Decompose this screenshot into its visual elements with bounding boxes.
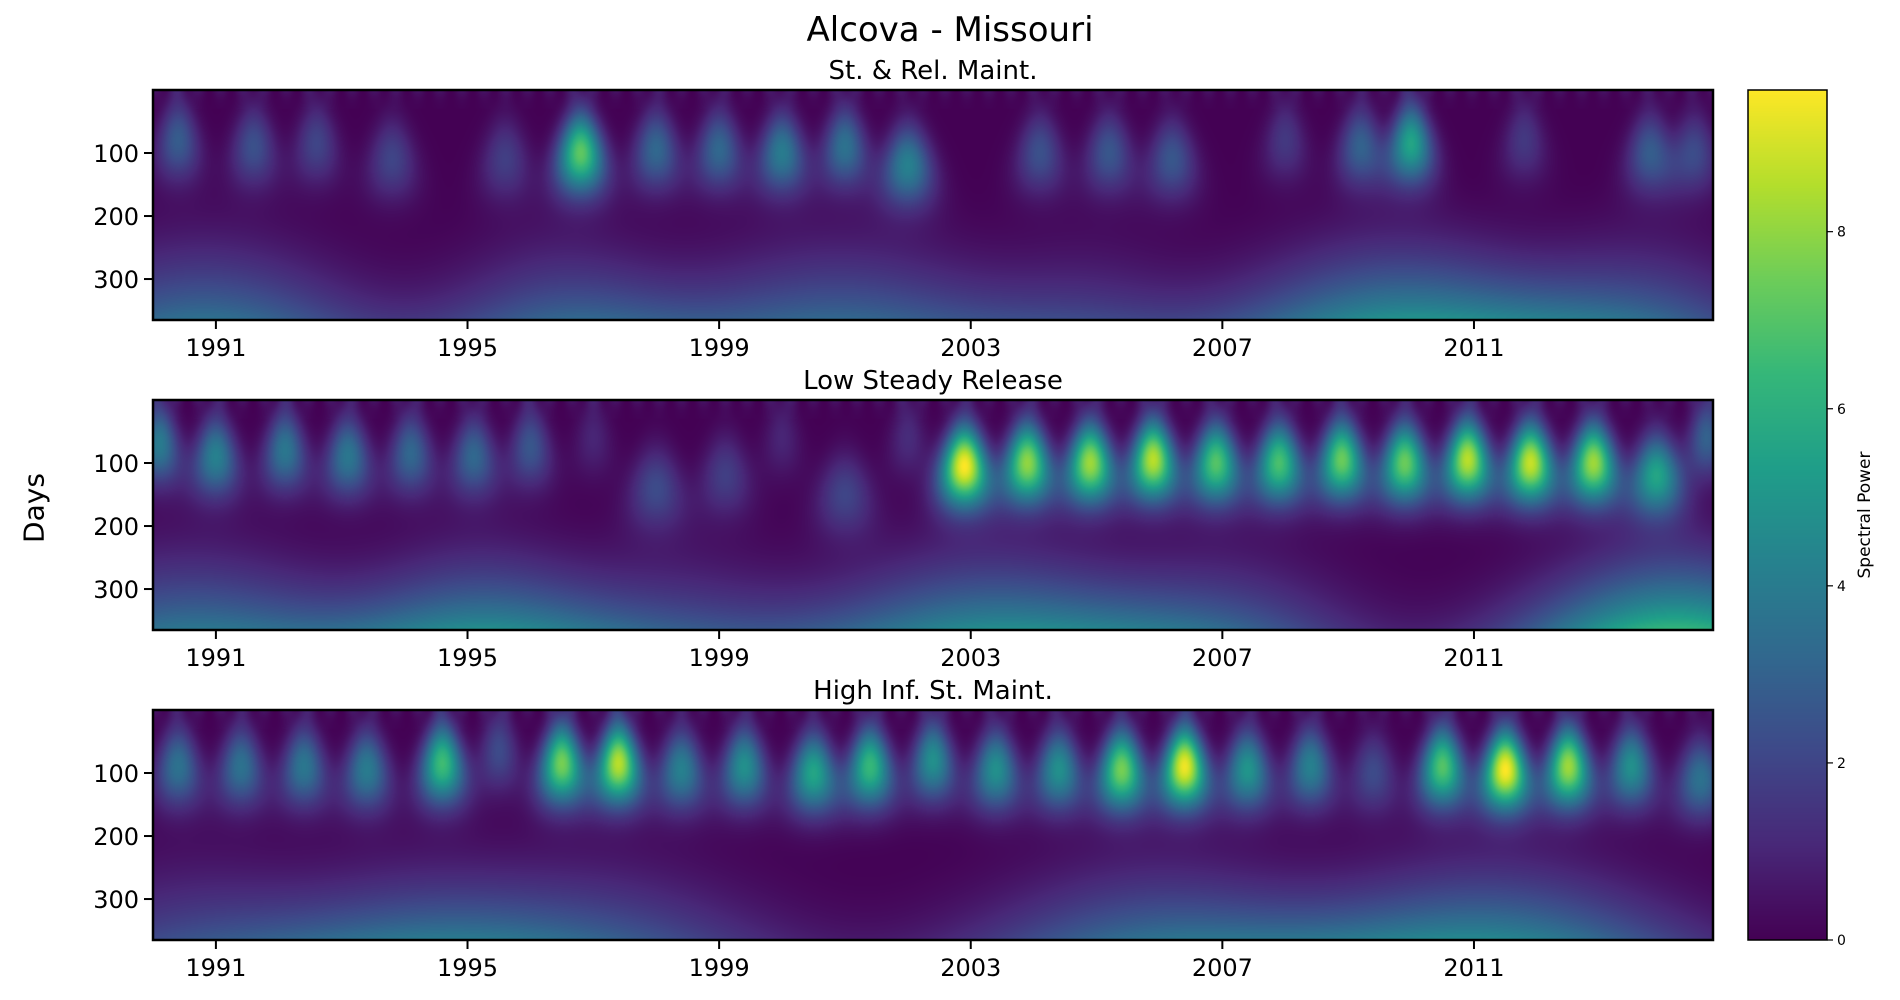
panel-2-x-tick-label-1999: 1999 — [689, 644, 750, 672]
panel-1-x-tick-label-1991: 1991 — [185, 334, 246, 362]
colorbar-tick-label-6: 6 — [1837, 402, 1846, 418]
panel-2-y-tick-label-200: 200 — [93, 513, 139, 541]
chart-title: Alcova - Missouri — [806, 10, 1094, 50]
panel-3-heatmap — [153, 710, 1713, 940]
panel-3-x-tick-label-1999: 1999 — [689, 954, 750, 982]
panel-3-x-tick-label-1995: 1995 — [437, 954, 498, 982]
panel-2-x-tick-label-2011: 2011 — [1443, 644, 1504, 672]
panel-2-x-tick-label-2007: 2007 — [1192, 644, 1253, 672]
panel-3-x-tick-label-2011: 2011 — [1443, 954, 1504, 982]
panel-1-y-tick-label-200: 200 — [93, 203, 139, 231]
panel-2-y-tick-label-300: 300 — [93, 576, 139, 604]
colorbar-tick-label-4: 4 — [1837, 579, 1846, 595]
panel-3-title: High Inf. St. Maint. — [813, 676, 1053, 706]
panel-1-x-tick-label-1995: 1995 — [437, 334, 498, 362]
colorbar-label: Spectral Power — [1855, 452, 1875, 579]
panel-3-y-tick-label-200: 200 — [93, 823, 139, 851]
panel-2-title: Low Steady Release — [803, 366, 1063, 396]
panel-1-y-tick-label-100: 100 — [93, 140, 139, 168]
panel-1-x-tick-label-1999: 1999 — [689, 334, 750, 362]
panel-1-y-tick-label-300: 300 — [93, 266, 139, 294]
panel-2-heatmap — [153, 400, 1713, 630]
y-axis-label: Days — [17, 473, 51, 543]
panel-1-x-tick-label-2011: 2011 — [1443, 334, 1504, 362]
panel-1 — [153, 90, 1713, 320]
panel-3-x-tick-label-2003: 2003 — [940, 954, 1001, 982]
panel-2 — [153, 400, 1713, 630]
panel-1-x-tick-label-2003: 2003 — [940, 334, 1001, 362]
colorbar — [1748, 90, 1827, 940]
panel-3-x-tick-label-2007: 2007 — [1192, 954, 1253, 982]
colorbar-tick-label-8: 8 — [1837, 225, 1846, 241]
panel-2-x-tick-label-2003: 2003 — [940, 644, 1001, 672]
panel-1-x-tick-label-2007: 2007 — [1192, 334, 1253, 362]
panel-2-y-tick-label-100: 100 — [93, 450, 139, 478]
panel-1-heatmap — [153, 90, 1713, 320]
panel-3-x-tick-label-1991: 1991 — [185, 954, 246, 982]
panel-2-x-tick-label-1991: 1991 — [185, 644, 246, 672]
panel-3-y-tick-label-300: 300 — [93, 886, 139, 914]
panel-3-y-tick-label-100: 100 — [93, 760, 139, 788]
panel-3 — [153, 710, 1713, 940]
colorbar-gradient — [1748, 90, 1827, 940]
colorbar-tick-label-2: 2 — [1837, 756, 1846, 772]
panel-1-title: St. & Rel. Maint. — [828, 56, 1038, 86]
panel-2-x-tick-label-1995: 1995 — [437, 644, 498, 672]
colorbar-tick-label-0: 0 — [1837, 933, 1846, 949]
